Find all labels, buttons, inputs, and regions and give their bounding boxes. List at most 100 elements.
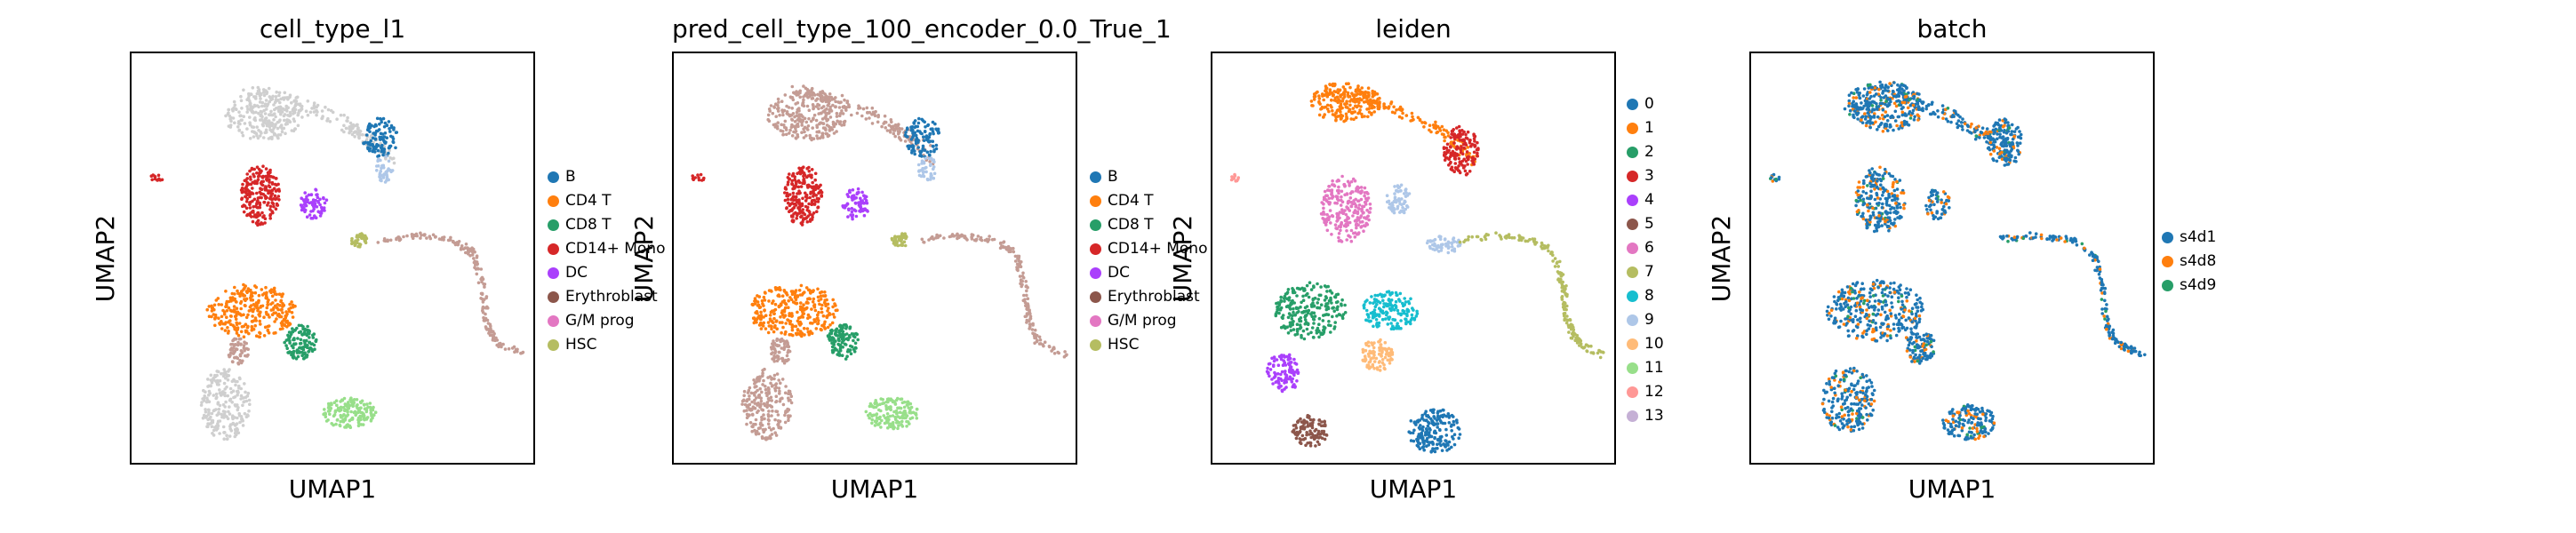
umap-point (516, 347, 519, 352)
umap-point (232, 305, 236, 308)
umap-point (239, 397, 243, 401)
umap-point (227, 107, 230, 112)
umap-point (311, 333, 315, 338)
umap-point (357, 130, 362, 133)
umap-point (376, 241, 380, 244)
umap-point (387, 120, 391, 123)
umap-point (481, 308, 484, 313)
umap-point (349, 418, 353, 422)
umap-point (484, 312, 487, 316)
umap-point (382, 149, 386, 153)
umap-point (225, 309, 229, 313)
umap-point (248, 115, 252, 119)
umap-point (356, 127, 360, 131)
umap-point (383, 180, 388, 184)
umap-point (239, 114, 243, 118)
umap-point (357, 136, 361, 140)
umap-point (209, 384, 212, 388)
umap-point (269, 175, 273, 179)
umap-point (244, 341, 248, 346)
umap-point (290, 129, 294, 132)
umap-point (273, 292, 277, 296)
umap-point (275, 203, 279, 207)
umap-point (236, 416, 239, 420)
umap-point (293, 103, 298, 107)
umap-point (827, 133, 831, 138)
umap-point (274, 177, 278, 180)
umap-point (228, 386, 233, 391)
umap-point (350, 399, 354, 402)
umap-point (334, 422, 338, 426)
umap-point (222, 416, 226, 419)
umap-point (255, 125, 259, 129)
umap-point (290, 300, 293, 304)
umap-point (251, 192, 255, 195)
umap-point (280, 307, 284, 312)
umap-point (481, 300, 485, 304)
umap-point (235, 329, 238, 332)
umap-point (360, 235, 364, 240)
umap-point (234, 337, 238, 341)
legend-label: G/M prog (565, 312, 635, 330)
umap-point (235, 312, 239, 315)
umap-point (276, 108, 281, 112)
umap-point (385, 123, 389, 128)
legend-item: CD4 T (548, 189, 665, 213)
umap-point (355, 398, 359, 402)
umap-point (372, 124, 376, 129)
umap-point (204, 408, 207, 411)
umap-point (315, 205, 319, 209)
umap-point (484, 295, 489, 298)
umap-point (236, 406, 240, 410)
umap-point (292, 112, 295, 115)
umap-point (210, 380, 214, 385)
umap-point (248, 169, 252, 173)
umap-point (217, 316, 220, 321)
umap-point (362, 402, 366, 407)
umap-point (223, 329, 228, 332)
umap-point (372, 413, 376, 418)
umap-point (292, 338, 295, 342)
umap-point (201, 416, 205, 420)
umap-point (282, 114, 286, 118)
umap-point (785, 110, 789, 114)
umap-point (364, 140, 367, 145)
legend-label: CD8 T (565, 216, 612, 234)
umap-point (211, 420, 215, 425)
umap-point (320, 109, 324, 113)
umap-point (259, 305, 263, 308)
umap-point (470, 246, 474, 250)
umap-point (272, 204, 276, 209)
umap-point (335, 117, 339, 121)
umap-point (268, 170, 272, 173)
umap-point (242, 335, 246, 339)
legend-marker (548, 291, 559, 303)
umap-point (233, 292, 236, 296)
umap-point (234, 379, 237, 384)
umap-point (242, 88, 245, 92)
umap-point (300, 115, 304, 119)
umap-point (308, 346, 312, 351)
umap-point (264, 285, 268, 290)
umap-point (375, 116, 380, 121)
umap-point (274, 123, 277, 126)
umap-point (456, 243, 460, 247)
umap-point (780, 123, 783, 127)
umap-point (220, 371, 223, 376)
umap-point (375, 169, 379, 172)
umap-point (382, 124, 387, 129)
umap-point (260, 195, 263, 200)
umap-point (301, 327, 305, 331)
umap-point (304, 109, 308, 113)
umap-point (390, 135, 395, 139)
umap-point (419, 236, 422, 240)
umap-point (237, 414, 242, 418)
umap-point (379, 158, 382, 163)
umap-point (247, 409, 251, 413)
umap-point (207, 305, 212, 308)
umap-point (265, 306, 269, 310)
umap-point (217, 410, 220, 415)
umap-point (229, 119, 233, 123)
umap-point (492, 331, 496, 336)
umap-point (356, 418, 360, 422)
